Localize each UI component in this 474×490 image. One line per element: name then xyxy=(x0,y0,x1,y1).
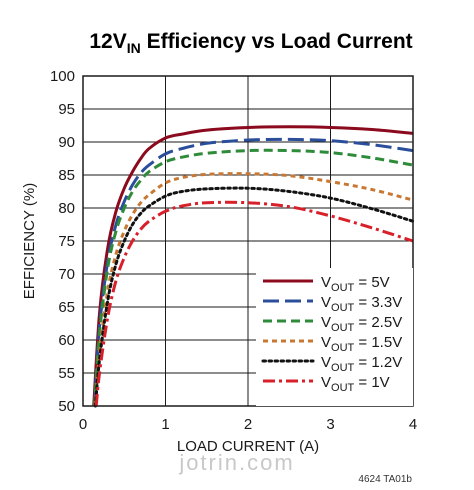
y-tick-labels: 50 55 60 65 70 75 80 85 90 95 100 xyxy=(50,68,75,415)
chart-title: 12VIN Efficiency vs Load Current xyxy=(89,30,412,56)
series-line-4 xyxy=(93,186,415,408)
x-tick-labels: 0 1 2 3 4 xyxy=(79,416,417,433)
x-tick-label-0: 0 xyxy=(79,416,87,433)
chart-title-sub: IN xyxy=(127,40,141,56)
legend-box xyxy=(256,268,413,406)
x-tick-label-1: 1 xyxy=(161,416,169,433)
y-tick-label-5: 75 xyxy=(58,233,75,250)
x-axis-label: LOAD CURRENT (A) xyxy=(177,438,319,455)
x-tick-label-3: 3 xyxy=(326,416,334,433)
series-line-2 xyxy=(93,148,414,407)
y-axis-label: EFFICIENCY (%) xyxy=(21,183,38,299)
figure-annotation: 4624 TA01b xyxy=(358,474,412,485)
series-lines xyxy=(92,125,415,408)
x-tick-label-2: 2 xyxy=(244,416,252,433)
y-tick-label-3: 65 xyxy=(58,299,75,316)
y-tick-label-7: 85 xyxy=(58,167,75,184)
x-tick-label-4: 4 xyxy=(409,416,417,433)
y-tick-label-4: 70 xyxy=(58,266,75,283)
legend-label-5: VOUT = 1V xyxy=(321,374,390,394)
y-tick-label-0: 50 xyxy=(58,398,75,415)
series-line-0 xyxy=(92,125,414,407)
y-tick-label-10: 100 xyxy=(50,68,75,85)
plot-frame xyxy=(82,75,414,407)
y-tick-label-2: 60 xyxy=(58,332,75,349)
y-tick-label-9: 95 xyxy=(58,101,75,118)
watermark-text: jotrin.com xyxy=(178,450,294,475)
legend-label-1: VOUT = 3.3V xyxy=(321,294,402,314)
series-line-3 xyxy=(93,172,414,407)
y-tick-label-1: 55 xyxy=(58,365,75,382)
chart-title-main: 12V xyxy=(89,30,126,53)
legend-label-4: VOUT = 1.2V xyxy=(321,354,402,374)
legend-label-2: VOUT = 2.5V xyxy=(321,314,402,334)
legend-label-3: VOUT = 1.5V xyxy=(321,334,402,354)
legend-label-0: VOUT = 5V xyxy=(321,274,390,294)
chart-title-rest: Efficiency vs Load Current xyxy=(141,30,413,53)
y-tick-label-6: 80 xyxy=(58,200,75,217)
series-line-5 xyxy=(94,200,414,407)
y-tick-label-8: 90 xyxy=(58,134,75,151)
